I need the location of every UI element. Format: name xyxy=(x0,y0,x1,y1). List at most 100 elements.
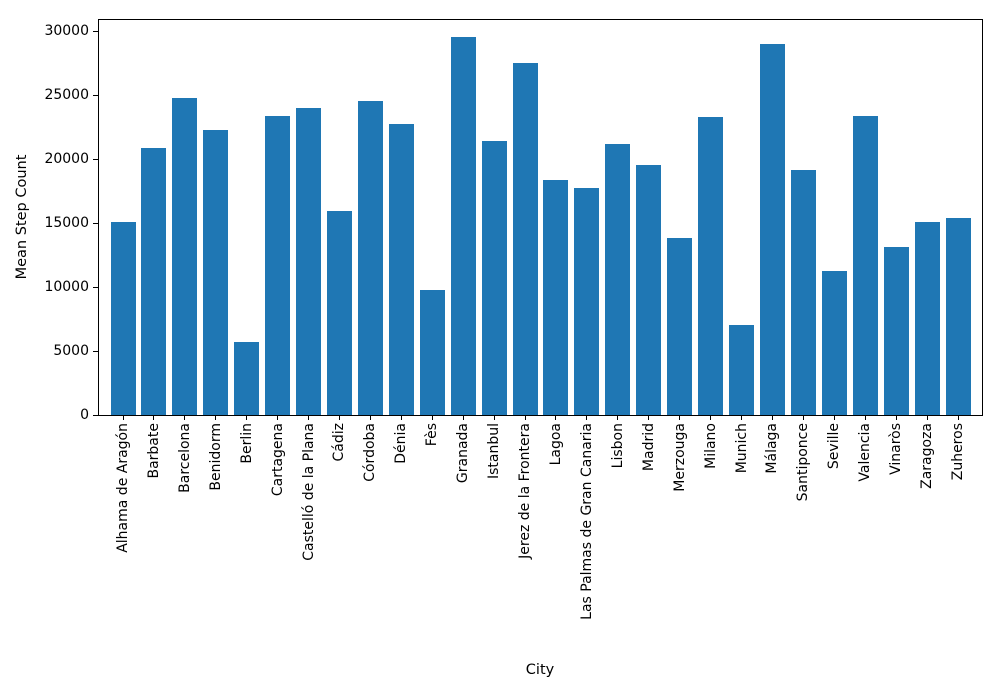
x-tick-mark xyxy=(524,415,526,420)
x-tick-mark xyxy=(277,415,279,420)
y-tick-mark xyxy=(93,30,98,32)
bar xyxy=(821,271,847,415)
y-tick-label: 30000 xyxy=(44,23,89,39)
bar xyxy=(914,222,940,415)
x-tick-mark xyxy=(741,415,743,420)
x-tick-label: Lisbon xyxy=(609,423,626,469)
y-tick-mark xyxy=(93,158,98,160)
x-tick-mark xyxy=(679,415,681,420)
x-tick-label: Jerez de la Frontera xyxy=(517,423,534,559)
y-tick-label: 15000 xyxy=(44,215,89,231)
bar xyxy=(759,44,785,415)
x-tick-label: Zuheros xyxy=(950,423,966,481)
x-axis-label: City xyxy=(525,662,555,678)
x-tick-mark xyxy=(400,415,402,420)
x-tick-label: Las Palmas de Gran Canaria xyxy=(578,423,595,620)
x-tick-label: Fès xyxy=(424,423,441,447)
y-tick-mark xyxy=(93,286,98,288)
x-tick-label: Castelló de la Plana xyxy=(300,423,317,561)
bar xyxy=(141,147,167,415)
y-tick-label: 10000 xyxy=(44,279,89,295)
bar xyxy=(481,141,507,415)
x-tick-label: Málaga xyxy=(764,423,781,474)
x-tick-mark xyxy=(926,415,928,420)
x-tick-mark xyxy=(431,415,433,420)
x-tick-label: Córdoba xyxy=(362,423,379,482)
x-tick-label: Granada xyxy=(455,423,472,484)
x-tick-mark xyxy=(153,415,155,420)
bar xyxy=(636,165,662,415)
bar xyxy=(110,221,136,415)
x-tick-mark xyxy=(555,415,557,420)
x-tick-label: Lagoa xyxy=(547,423,564,466)
x-tick-label: Alhama de Aragón xyxy=(115,423,131,553)
bar xyxy=(326,211,352,415)
x-tick-mark xyxy=(586,415,588,420)
bar xyxy=(265,115,291,415)
y-tick-mark xyxy=(93,414,98,416)
x-tick-label: Munich xyxy=(733,423,750,474)
bar xyxy=(450,37,476,415)
bar xyxy=(357,101,383,415)
x-tick-mark xyxy=(122,415,124,420)
x-tick-label: Cádiz xyxy=(331,423,348,462)
bar xyxy=(605,143,631,415)
x-tick-label: Cartagena xyxy=(269,423,286,497)
bar xyxy=(419,290,445,415)
y-tick-label: 0 xyxy=(80,407,89,423)
x-tick-label: Barbate xyxy=(145,423,162,479)
x-tick-mark xyxy=(369,415,371,420)
bar xyxy=(203,129,229,415)
x-tick-label: Vinaròs xyxy=(888,423,905,475)
x-tick-mark xyxy=(338,415,340,420)
x-tick-mark xyxy=(493,415,495,420)
x-tick-label: Berlin xyxy=(238,423,255,464)
x-tick-label: Dénia xyxy=(393,423,410,464)
x-tick-mark xyxy=(617,415,619,420)
x-tick-mark xyxy=(895,415,897,420)
bar xyxy=(698,116,724,415)
bar xyxy=(729,324,755,415)
bar xyxy=(388,124,414,415)
y-tick-mark xyxy=(93,222,98,224)
bar xyxy=(296,107,322,415)
x-tick-label: Santiponce xyxy=(795,423,812,502)
bar xyxy=(667,238,693,415)
x-tick-mark xyxy=(833,415,835,420)
y-tick-label: 5000 xyxy=(53,343,89,359)
bar xyxy=(883,246,909,415)
x-tick-label: Seville xyxy=(826,423,843,470)
x-tick-label: Benidorm xyxy=(207,423,224,491)
y-tick-mark xyxy=(93,350,98,352)
bar xyxy=(234,342,260,415)
x-tick-mark xyxy=(215,415,217,420)
bar xyxy=(852,116,878,415)
x-tick-label: Barcelona xyxy=(176,423,193,493)
plot-area: 0 5000 10000 15000 20000 25000 30000 Alhama de … xyxy=(44,19,983,620)
x-tick-mark xyxy=(802,415,804,420)
x-tick-label: Milano xyxy=(702,423,719,469)
y-tick-label: 20000 xyxy=(44,151,89,167)
x-tick-mark xyxy=(864,415,866,420)
bar xyxy=(945,217,971,415)
x-tick-label: Merzouga xyxy=(671,423,688,492)
x-tick-mark xyxy=(710,415,712,420)
x-tick-label: Madrid xyxy=(640,423,657,472)
bar xyxy=(172,97,198,415)
x-tick-mark xyxy=(246,415,248,420)
x-tick-mark xyxy=(957,415,959,420)
bar xyxy=(574,188,600,415)
y-tick-label: 25000 xyxy=(44,87,89,103)
x-tick-label: Valencia xyxy=(857,423,874,482)
x-tick-mark xyxy=(308,415,310,420)
bar xyxy=(543,179,569,415)
x-tick-mark xyxy=(184,415,186,420)
y-tick-mark xyxy=(93,94,98,96)
bar xyxy=(512,63,538,415)
x-tick-label: Istanbul xyxy=(486,423,503,480)
x-tick-mark xyxy=(771,415,773,420)
x-tick-mark xyxy=(462,415,464,420)
x-tick-label: Zaragoza xyxy=(919,423,936,489)
bar xyxy=(790,169,816,415)
